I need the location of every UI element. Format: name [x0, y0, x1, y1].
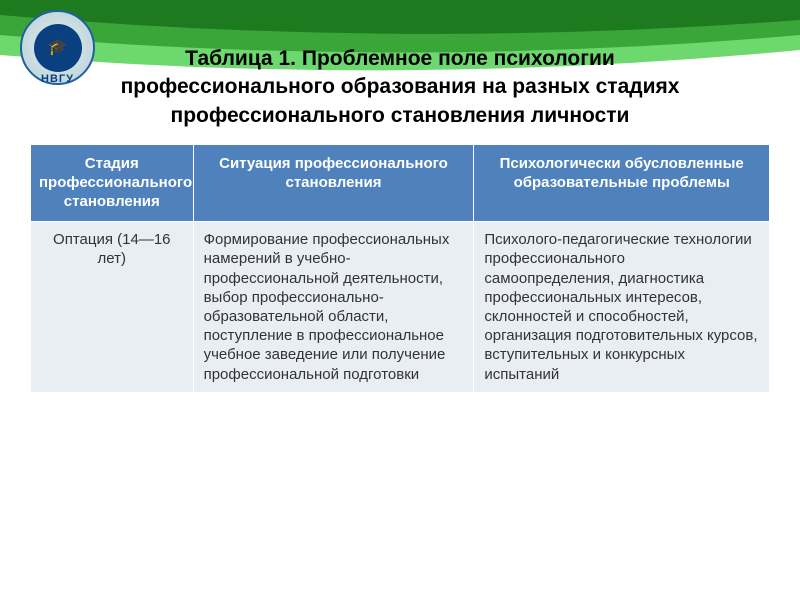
problems-table: Стадия профессионального становления Сит… [30, 144, 770, 393]
table-header-row: Стадия профессионального становления Сит… [31, 145, 770, 222]
header-stage: Стадия профессионального становления [31, 145, 194, 222]
main-content: Таблица 1. Проблемное поле психологии пр… [0, 45, 800, 393]
header-situation: Ситуация профессионального становления [193, 145, 474, 222]
cell-situation: Формирование профессиональных намерений … [193, 222, 474, 393]
logo-acronym: НВГУ [22, 73, 93, 85]
cell-stage: Оптация (14—16 лет) [31, 222, 194, 393]
table-title: Таблица 1. Проблемное поле психологии пр… [30, 45, 770, 130]
cell-problems: Психолого-педагогические технологии проф… [474, 222, 770, 393]
table-row: Оптация (14—16 лет) Формирование професс… [31, 222, 770, 393]
header-problems: Психологически обусловленные образовател… [474, 145, 770, 222]
logo: 🎓 НВГУ [20, 10, 95, 85]
graduation-cap-icon: 🎓 [48, 40, 68, 56]
